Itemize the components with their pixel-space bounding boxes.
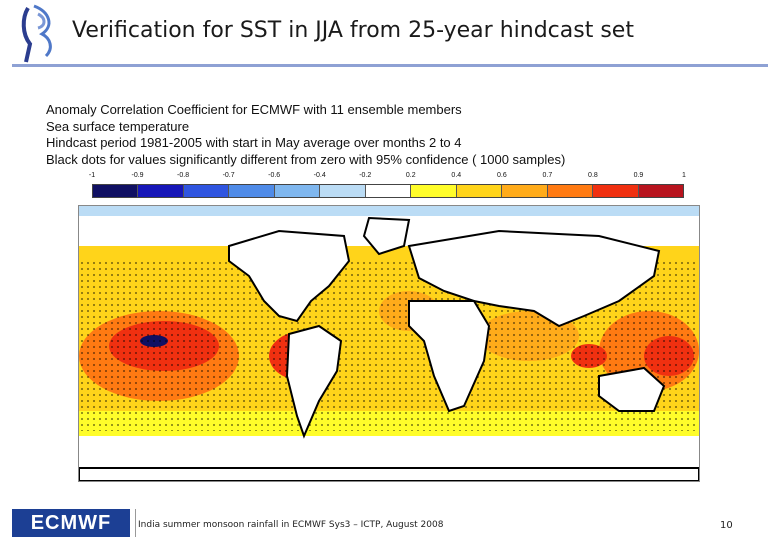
colorbar-tick-label: -0.6: [268, 172, 281, 179]
colorbar-swatch: [93, 185, 139, 197]
colorbar-tick-label: 1: [682, 172, 686, 179]
colorbar-tick-label: 0.2: [405, 172, 416, 179]
plot-header-line: Sea surface temperature: [46, 118, 190, 134]
colorbar-swatch: [547, 185, 594, 197]
colorbar-tick-label: 0.8: [588, 172, 598, 179]
plot-header-line: Anomaly Correlation Coefficient for ECMW…: [46, 102, 462, 117]
colorbar-tick-label: 0.9: [633, 172, 644, 179]
footer-caption: India summer monsoon rainfall in ECMWF S…: [138, 520, 444, 530]
colorbar-ticks: -1 -0.9 -0.8 -0.7 -0.6 -0.4 -0.2 0.2 0.4 0.6 0.7 0.…: [88, 172, 686, 182]
correlation-map: [78, 205, 700, 482]
colorbar-tick-label: -0.2: [359, 172, 372, 179]
colorbar-swatch: [502, 185, 548, 197]
colorbar-tick-label: -0.4: [313, 172, 326, 179]
colorbar-swatch: [229, 185, 275, 197]
plot-header-line: Black dots for values significantly diff…: [46, 151, 566, 167]
colorbar-tick-label: 0.4: [451, 172, 462, 179]
colorbar-swatch: [456, 185, 503, 197]
colorbar-swatch: [365, 185, 412, 197]
footer-divider: [135, 509, 136, 537]
colorbar-tick-label: 0.7: [542, 172, 553, 179]
colorbar-swatch: [274, 185, 321, 197]
slide-title: Verification for SST in JJA from 25-year…: [72, 18, 634, 43]
plot-header-line: Hindcast period 1981-2005 with start in …: [46, 135, 462, 150]
footer-ecmwf-logo: ECMWF: [12, 509, 130, 537]
ecmwf-emblem-icon: [21, 4, 52, 63]
page-number: 10: [720, 520, 733, 531]
colorbar-swatch: [320, 185, 366, 197]
colorbar-swatch: [138, 185, 184, 197]
colorbar-swatch: [593, 185, 639, 197]
colorbar: -1 -0.9 -0.8 -0.7 -0.6 -0.4 -0.2 0.2 0.4 0.6 0.7 0.…: [88, 172, 686, 198]
colorbar-tick-label: -0.7: [222, 172, 235, 179]
colorbar-swatches: [92, 184, 684, 198]
colorbar-tick-label: -1: [88, 172, 96, 179]
world-map-image: [79, 206, 699, 481]
colorbar-swatch: [638, 185, 684, 197]
plot-header: Anomaly Correlation Coefficient for ECMW…: [46, 102, 565, 168]
colorbar-tick-label: 0.6: [496, 172, 507, 179]
colorbar-swatch: [183, 185, 230, 197]
colorbar-tick-label: -0.8: [177, 172, 190, 179]
colorbar-swatch: [411, 185, 457, 197]
title-divider: [12, 64, 768, 67]
colorbar-tick-label: -0.9: [131, 172, 144, 179]
